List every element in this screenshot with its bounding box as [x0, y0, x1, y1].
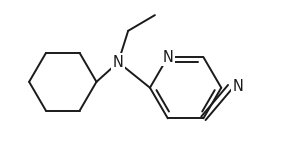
Text: N: N: [233, 79, 244, 94]
Text: N: N: [162, 50, 173, 65]
Text: N: N: [113, 55, 124, 70]
